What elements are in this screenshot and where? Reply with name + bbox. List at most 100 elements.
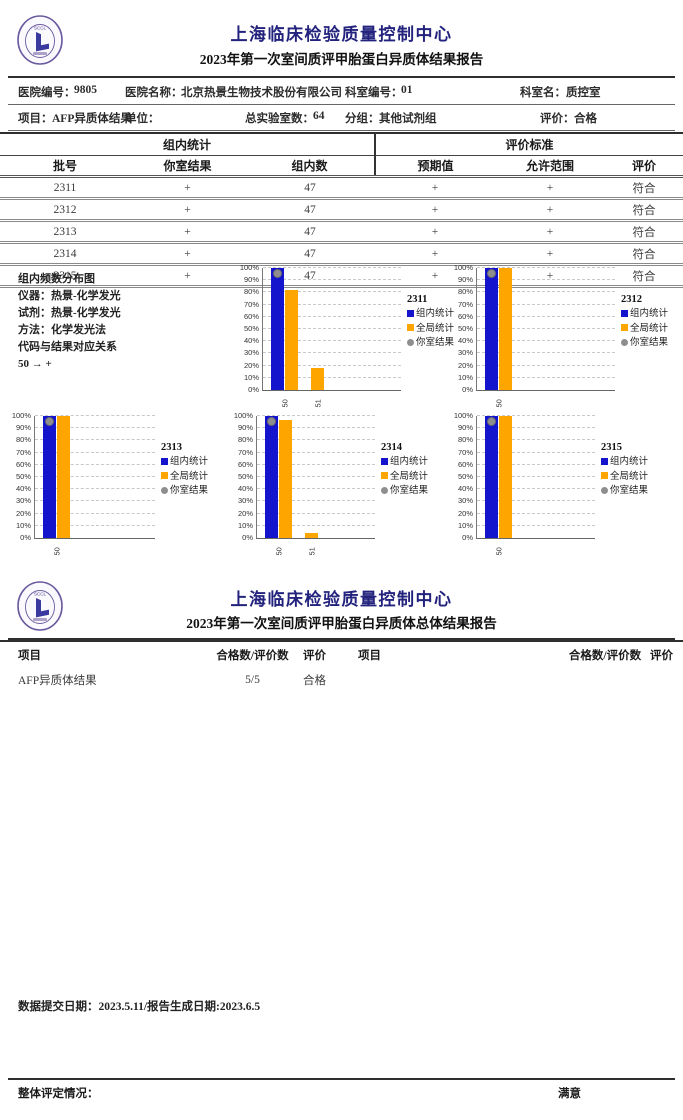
col-batch: 批号	[0, 155, 130, 178]
eval-label: 评价：	[540, 113, 575, 125]
legend-label: 你室结果	[610, 486, 649, 496]
divider	[8, 638, 675, 640]
y-tick-label: 60%	[15, 459, 31, 469]
legend-label: 你室结果	[630, 338, 669, 348]
gridline	[477, 364, 615, 366]
gridline	[35, 463, 155, 465]
chart-plot: 50 51	[262, 267, 401, 408]
global-marker-icon	[381, 472, 388, 479]
gridline	[263, 279, 401, 281]
chart-notes: 组内频数分布图 仪器：热景-化学发光 试剂：热景-化学发光 方法：化学发光法 代…	[18, 273, 121, 370]
dot-your-result	[487, 268, 496, 278]
table-cell: 2312	[0, 198, 130, 222]
table-cell: AFP异质体结果	[18, 675, 97, 687]
legend-item: 组内统计	[621, 307, 683, 322]
bar-in-group	[485, 416, 498, 538]
report2-title: 2023年第一次室间质评甲胎蛋白异质体总体结果报告	[186, 616, 497, 631]
bar-in-group	[485, 268, 498, 390]
org-name-2: 上海临床检验质量控制中心	[230, 590, 453, 609]
in-group-marker-icon	[381, 457, 388, 465]
chart-y-axis: 0% 10% 20% 30% 40% 50% 60% 70% 80% 90% 100%	[236, 264, 262, 394]
y-tick-label: 10%	[457, 372, 473, 382]
gridline	[35, 488, 155, 490]
table-cell: 47	[245, 242, 376, 266]
table-row: 2313 +47 + + 符合	[0, 220, 683, 244]
table-cell: 符合	[605, 176, 683, 200]
y-tick-label: 100%	[453, 411, 473, 420]
legend-label: 组内统计	[630, 309, 669, 319]
table-cell: +	[375, 198, 496, 222]
gridline	[257, 512, 375, 514]
y-tick-label: 100%	[233, 411, 253, 420]
chart-y-axis: 0% 10% 20% 30% 40% 50% 60% 70% 80% 90% 100%	[8, 412, 34, 542]
gridline	[477, 488, 595, 490]
legend-item: 你室结果	[621, 336, 683, 351]
gridline	[477, 291, 615, 293]
qc-results-table: 组内统计 评价标准 批号 你室结果 组内数 预期值 允许范围 评价 2311 +4…	[0, 132, 683, 288]
summary-table: 项目 合格数/评价数 评价 项目 合格数/评价数 评价 AFP异质体结果 5/5 合…	[0, 640, 683, 692]
y-tick-label: 20%	[237, 508, 253, 518]
dept-no-value: 01	[401, 84, 413, 96]
table-cell	[650, 668, 683, 692]
legend-label: 全局统计	[610, 471, 649, 482]
y-tick-label: 30%	[237, 496, 253, 506]
qc-table-body: 2311 +47 + + 符合 2312 +47 + + 符合 2313 +47 + + 符合 2314 +47…	[0, 176, 683, 288]
gridline	[263, 267, 401, 268]
y-tick-label: 70%	[457, 447, 473, 457]
x-tick-label: 50	[52, 547, 62, 556]
table-cell: 2313	[0, 220, 130, 244]
item-label: 项目：	[18, 113, 53, 125]
table-row: 2314 +47 + + 符合	[0, 242, 683, 266]
y-tick-label: 80%	[237, 435, 253, 445]
seal-l-mark	[36, 32, 49, 52]
bar-global	[499, 416, 512, 538]
gridline	[477, 415, 595, 416]
col-your-result: 你室结果	[130, 155, 245, 178]
gridline	[477, 476, 595, 477]
sum-col-pass-l: 合格数/评价数	[216, 650, 289, 662]
gridline	[35, 524, 155, 526]
gridline	[477, 376, 615, 378]
frequency-chart-2313: 0% 10% 20% 30% 40% 50% 60% 70% 80% 90% 100% 50 231…	[8, 412, 241, 556]
y-tick-label: 10%	[237, 520, 253, 530]
total-labs-value: 64	[313, 110, 325, 122]
overall-assessment-label: 整体评定情况：	[18, 1088, 99, 1100]
your-result-marker-icon	[381, 486, 388, 494]
gridline	[263, 376, 401, 378]
table-cell: +	[130, 198, 245, 222]
bar-global	[279, 419, 292, 538]
chart-legend: 2315 组内统计 全局统计 你室结果	[595, 416, 681, 499]
gridline	[477, 303, 615, 305]
chart-legend: 2313 组内统计 全局统计 你室结果	[155, 416, 241, 499]
col-evaluation: 评价	[605, 155, 683, 178]
gridline	[477, 427, 595, 429]
frequency-chart-2311: 0% 10% 20% 30% 40% 50% 60% 70% 80% 90% 100% 50 51 2…	[236, 264, 487, 408]
legend-batch-title: 2315	[601, 442, 622, 453]
col-allowed-range: 允许范围	[495, 155, 606, 178]
y-tick-label: 50%	[15, 472, 31, 481]
group-value: 其他试剂组	[379, 113, 437, 125]
frequency-chart-2312: 0% 10% 20% 30% 40% 50% 60% 70% 80% 90% 100% 50 231…	[450, 264, 683, 408]
divider	[8, 104, 675, 105]
global-marker-icon	[621, 324, 628, 331]
gridline	[477, 463, 595, 465]
frequency-chart-2314: 0% 10% 20% 30% 40% 50% 60% 70% 80% 90% 100% 50 51 2…	[230, 412, 461, 556]
hospital-name-value: 北京热景生物技术股份有限公司	[181, 87, 342, 99]
gridline	[477, 340, 615, 342]
hospital-name-label: 医院名称：	[125, 87, 183, 99]
table-cell: +	[130, 220, 245, 244]
table-cell: 2311	[0, 176, 130, 200]
gridline	[477, 524, 595, 526]
gridline	[477, 352, 615, 354]
legend-label: 你室结果	[170, 486, 209, 496]
y-tick-label: 70%	[237, 447, 253, 457]
gridline	[35, 415, 155, 416]
frequency-chart-2315: 0% 10% 20% 30% 40% 50% 60% 70% 80% 90% 100% 50 231…	[450, 412, 681, 556]
gridline	[263, 364, 401, 366]
legend-item: 你室结果	[381, 484, 461, 499]
gridline	[263, 303, 401, 305]
gridline	[35, 427, 155, 429]
gridline	[477, 328, 615, 329]
dept-name-value: 质控室	[566, 87, 601, 99]
legend-item: 组内统计	[161, 455, 241, 470]
